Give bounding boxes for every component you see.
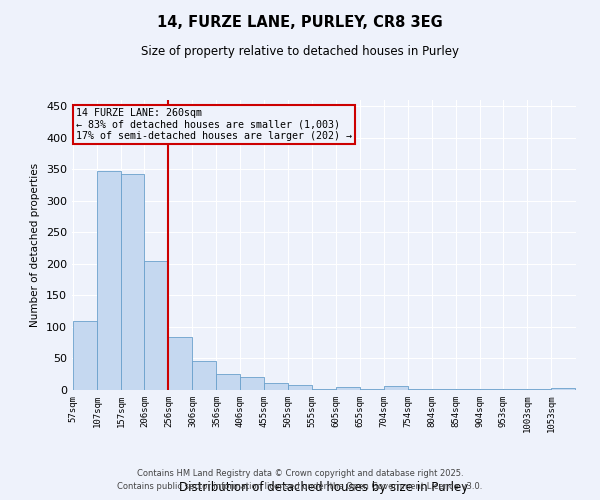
Bar [336,387,360,390]
Text: Size of property relative to detached houses in Purley: Size of property relative to detached ho… [141,45,459,58]
Bar [97,171,121,390]
Bar [145,262,169,390]
Bar [73,320,97,390]
Bar [217,374,241,390]
Y-axis label: Number of detached properties: Number of detached properties [31,163,40,327]
Bar [193,361,217,390]
Bar [264,383,288,390]
Text: Contains HM Land Registry data © Crown copyright and database right 2025.: Contains HM Land Registry data © Crown c… [137,468,463,477]
Text: 14 FURZE LANE: 260sqm
← 83% of detached houses are smaller (1,003)
17% of semi-d: 14 FURZE LANE: 260sqm ← 83% of detached … [76,108,352,141]
Bar [551,388,575,390]
Bar [169,337,193,390]
Bar [288,385,312,390]
Text: Contains public sector information licensed under the Open Government Licence v3: Contains public sector information licen… [118,482,482,491]
Bar [121,174,145,390]
Bar [383,386,407,390]
X-axis label: Distribution of detached houses by size in Purley: Distribution of detached houses by size … [179,481,469,494]
Text: 14, FURZE LANE, PURLEY, CR8 3EG: 14, FURZE LANE, PURLEY, CR8 3EG [157,15,443,30]
Bar [241,378,264,390]
